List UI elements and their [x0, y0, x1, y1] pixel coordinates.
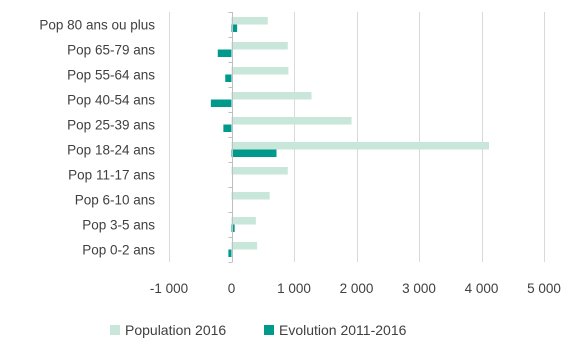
- x-tick-label-0: -1 000: [150, 281, 188, 296]
- gridlines: [169, 12, 545, 262]
- x-tick-label-3: 2 000: [340, 281, 374, 296]
- legend-label-evolution-2011-2016: Evolution 2011-2016: [279, 322, 407, 338]
- bar-population-2016-9: [231, 242, 258, 250]
- x-tick-label-2: 1 000: [277, 281, 311, 296]
- bar-evolution-2011-2016-5: [231, 149, 277, 157]
- bar-evolution-2011-2016-4: [223, 124, 232, 132]
- category-label-1: Pop 65-79 ans: [67, 43, 155, 58]
- bar-evolution-2011-2016-3: [210, 99, 232, 107]
- category-label-5: Pop 18-24 ans: [67, 143, 155, 158]
- x-tick-label-4: 3 000: [402, 281, 436, 296]
- bar-population-2016-5: [231, 142, 489, 150]
- legend: Population 2016 Evolution 2011-2016: [110, 322, 407, 338]
- x-tick-label-1: 0: [228, 281, 236, 296]
- x-tick-labels: -1 000 0 1 000 2 000 3 000 4 000 5 000: [150, 281, 561, 296]
- category-axis: [228, 12, 233, 263]
- bar-population-2016-7: [231, 192, 270, 200]
- category-label-9: Pop 0-2 ans: [82, 243, 155, 258]
- bar-evolution-2011-2016-0: [231, 24, 238, 32]
- bar-population-2016-1: [231, 42, 288, 50]
- bar-evolution-2011-2016-1: [217, 49, 232, 57]
- bar-population-2016-0: [231, 17, 268, 25]
- bar-population-2016-8: [231, 217, 256, 225]
- category-label-6: Pop 11-17 ans: [68, 168, 155, 183]
- category-label-7: Pop 6-10 ans: [75, 193, 156, 208]
- category-label-2: Pop 55-64 ans: [67, 68, 155, 83]
- bar-evolution-2011-2016-9: [228, 249, 232, 257]
- bar-population-2016-2: [231, 67, 289, 75]
- category-label-4: Pop 25-39 ans: [67, 118, 155, 133]
- bars-layer: [210, 17, 489, 257]
- category-label-8: Pop 3-5 ans: [82, 218, 155, 233]
- legend-swatch-evolution-2011-2016: [264, 325, 274, 335]
- x-tick-label-5: 4 000: [465, 281, 499, 296]
- x-tick-label-6: 5 000: [527, 281, 561, 296]
- bar-evolution-2011-2016-8: [231, 224, 235, 232]
- bar-population-2016-4: [231, 117, 352, 125]
- bar-population-2016-3: [231, 92, 312, 100]
- category-labels: Pop 80 ans ou plus Pop 65-79 ans Pop 55-64…: [39, 18, 155, 258]
- bar-population-2016-6: [231, 167, 288, 175]
- legend-swatch-population-2016: [110, 325, 120, 335]
- bar-evolution-2011-2016-2: [225, 74, 232, 82]
- legend-label-population-2016: Population 2016: [125, 322, 226, 338]
- category-label-0: Pop 80 ans ou plus: [39, 18, 155, 33]
- category-label-3: Pop 40-54 ans: [67, 93, 155, 108]
